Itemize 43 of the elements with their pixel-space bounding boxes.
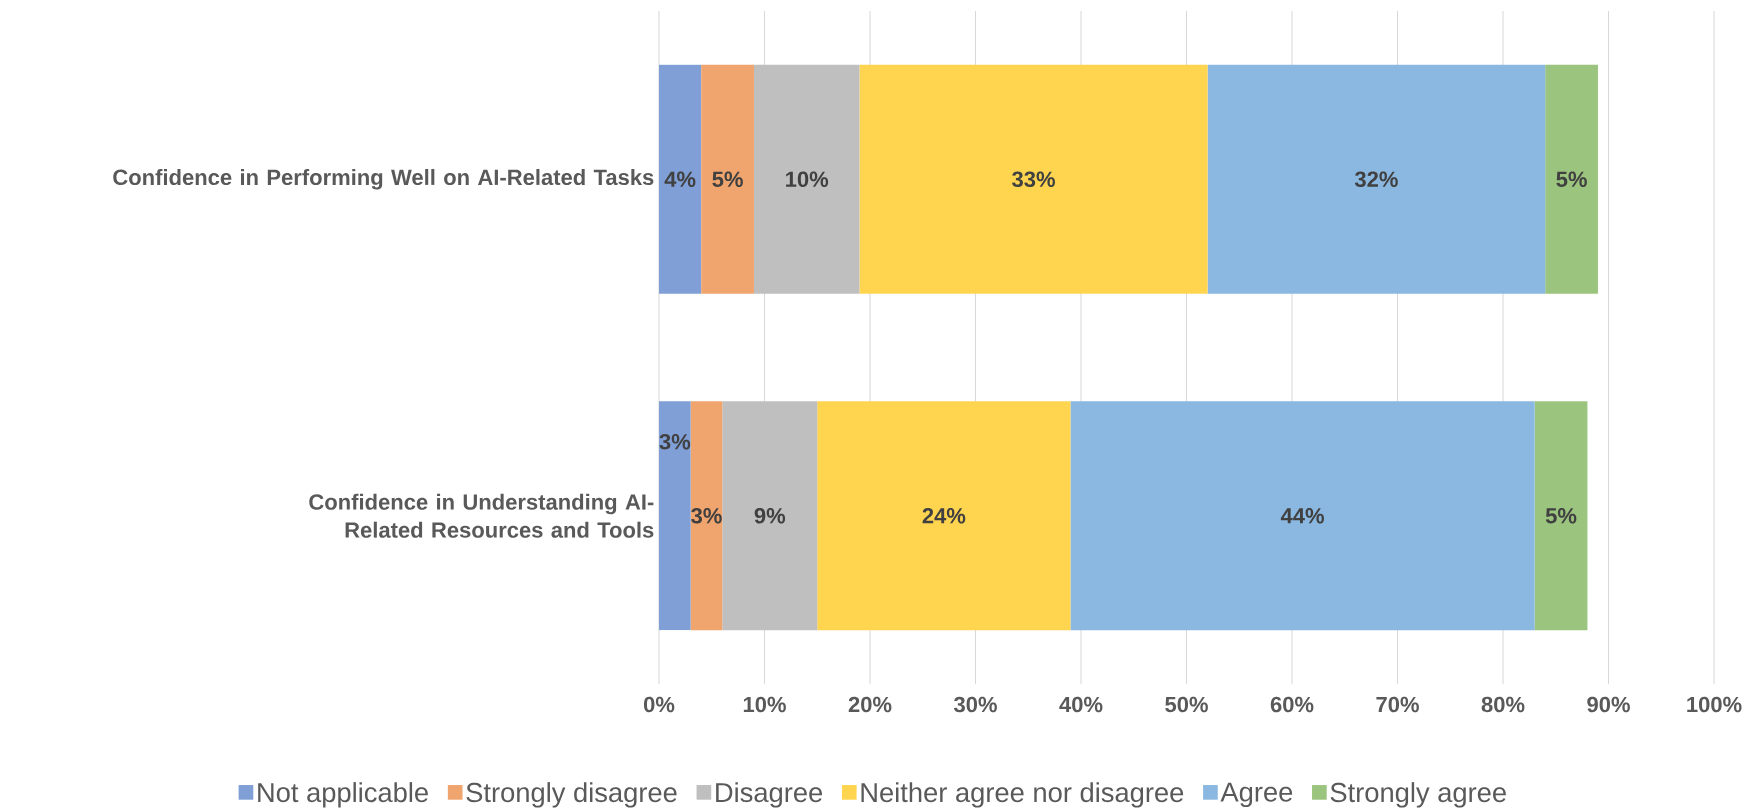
legend-label: Strongly agree <box>1330 782 1506 808</box>
data-label: 32% <box>1354 171 1398 188</box>
x-tick-label: 80% <box>1481 696 1525 713</box>
y-tick-label: Confidence in Performing Well on AI-Related Tasks <box>113 168 654 190</box>
y-tick-label: Confidence in Understanding AI-Related Resources and Tools <box>309 493 654 538</box>
bar <box>1207 64 1546 294</box>
bar <box>817 401 1071 631</box>
bar <box>753 64 860 294</box>
x-tick-label: 60% <box>1270 696 1314 713</box>
x-tick-label: 70% <box>1376 696 1419 713</box>
data-label: 24% <box>922 507 966 524</box>
data-label: 5% <box>1556 171 1587 187</box>
data-label: 5% <box>712 171 743 187</box>
legend-label: Not applicable <box>258 782 428 808</box>
x-tick-label: 40% <box>1059 696 1103 713</box>
x-tick-label: 10% <box>743 696 786 713</box>
bar <box>722 401 818 631</box>
legend-label: Strongly disagree <box>466 782 677 808</box>
bar <box>1534 401 1588 631</box>
data-label: 4% <box>664 171 696 187</box>
x-tick-label: 100% <box>1687 696 1742 713</box>
bar <box>859 64 1208 294</box>
bar <box>690 401 723 631</box>
bar <box>659 401 691 631</box>
bar <box>1545 64 1598 294</box>
x-tick-label: 50% <box>1165 696 1208 713</box>
data-label: 10% <box>786 171 829 188</box>
bar <box>701 64 754 294</box>
data-label: 44% <box>1280 508 1324 524</box>
x-tick-label: 20% <box>848 696 892 713</box>
data-label: 5% <box>1545 507 1577 524</box>
data-label: 33% <box>1012 171 1055 188</box>
bar <box>659 64 702 294</box>
data-label: 3% <box>691 507 722 524</box>
legend-label: Neither agree nor disagree <box>861 782 1184 808</box>
legend-label: Agree <box>1220 782 1293 808</box>
legend-label: Disagree <box>716 782 823 808</box>
x-tick-label: 30% <box>953 696 997 713</box>
x-tick-label: 90% <box>1587 696 1630 713</box>
data-label: 9% <box>754 507 786 524</box>
x-tick-label: 0% <box>643 696 675 713</box>
bar <box>1070 401 1535 631</box>
data-label: 3% <box>659 433 691 450</box>
